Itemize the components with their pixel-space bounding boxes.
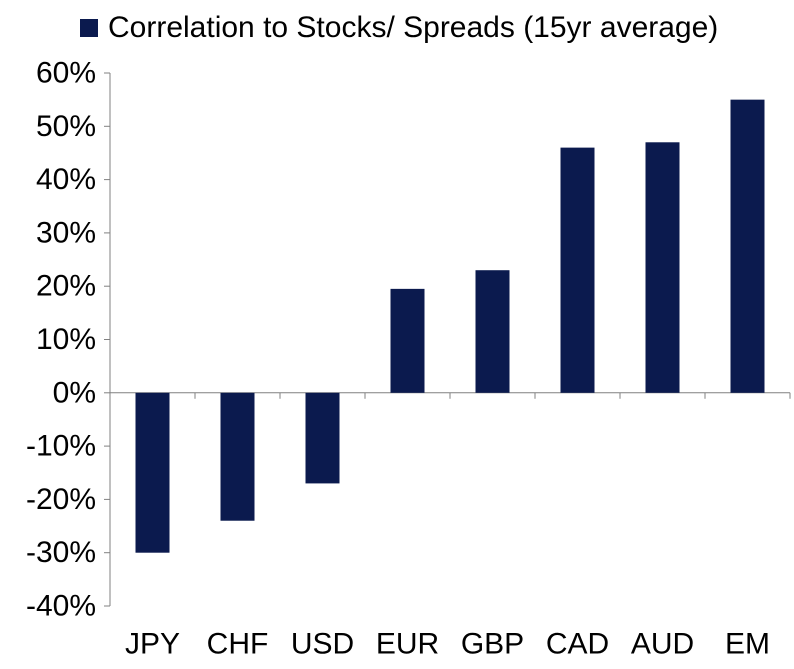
x-tick-label: AUD [631, 628, 694, 661]
y-tick-label: 60% [36, 57, 96, 90]
bar-gbp [475, 270, 510, 393]
bar-em [730, 99, 765, 393]
y-tick-label: -10% [26, 430, 96, 463]
y-tick-label: 40% [36, 163, 96, 196]
bar-cad [560, 147, 595, 393]
y-tick-label: -30% [26, 536, 96, 569]
bar-jpy [135, 392, 170, 553]
x-tick-label: USD [291, 628, 354, 661]
x-tick-label: JPY [125, 628, 180, 661]
y-tick-label: -20% [26, 483, 96, 516]
bar-aud [645, 142, 680, 393]
x-tick-label: EUR [376, 628, 439, 661]
y-tick-label: 10% [36, 323, 96, 356]
x-tick-label: CAD [546, 628, 609, 661]
legend-swatch [80, 19, 98, 37]
x-tick-label: GBP [461, 628, 524, 661]
bar-eur [390, 288, 425, 393]
y-tick-label: 50% [36, 110, 96, 143]
bar-chf [220, 392, 255, 521]
x-tick-label: CHF [207, 628, 269, 661]
y-tick-label: 30% [36, 216, 96, 249]
y-tick-label: 0% [53, 376, 96, 409]
y-tick-label: 20% [36, 270, 96, 303]
bar-usd [305, 392, 340, 484]
chart-legend: Correlation to Stocks/ Spreads (15yr ave… [80, 8, 718, 48]
legend-label: Correlation to Stocks/ Spreads (15yr ave… [108, 11, 719, 44]
x-tick-label: EM [725, 628, 770, 661]
y-tick-label: -40% [26, 590, 96, 623]
